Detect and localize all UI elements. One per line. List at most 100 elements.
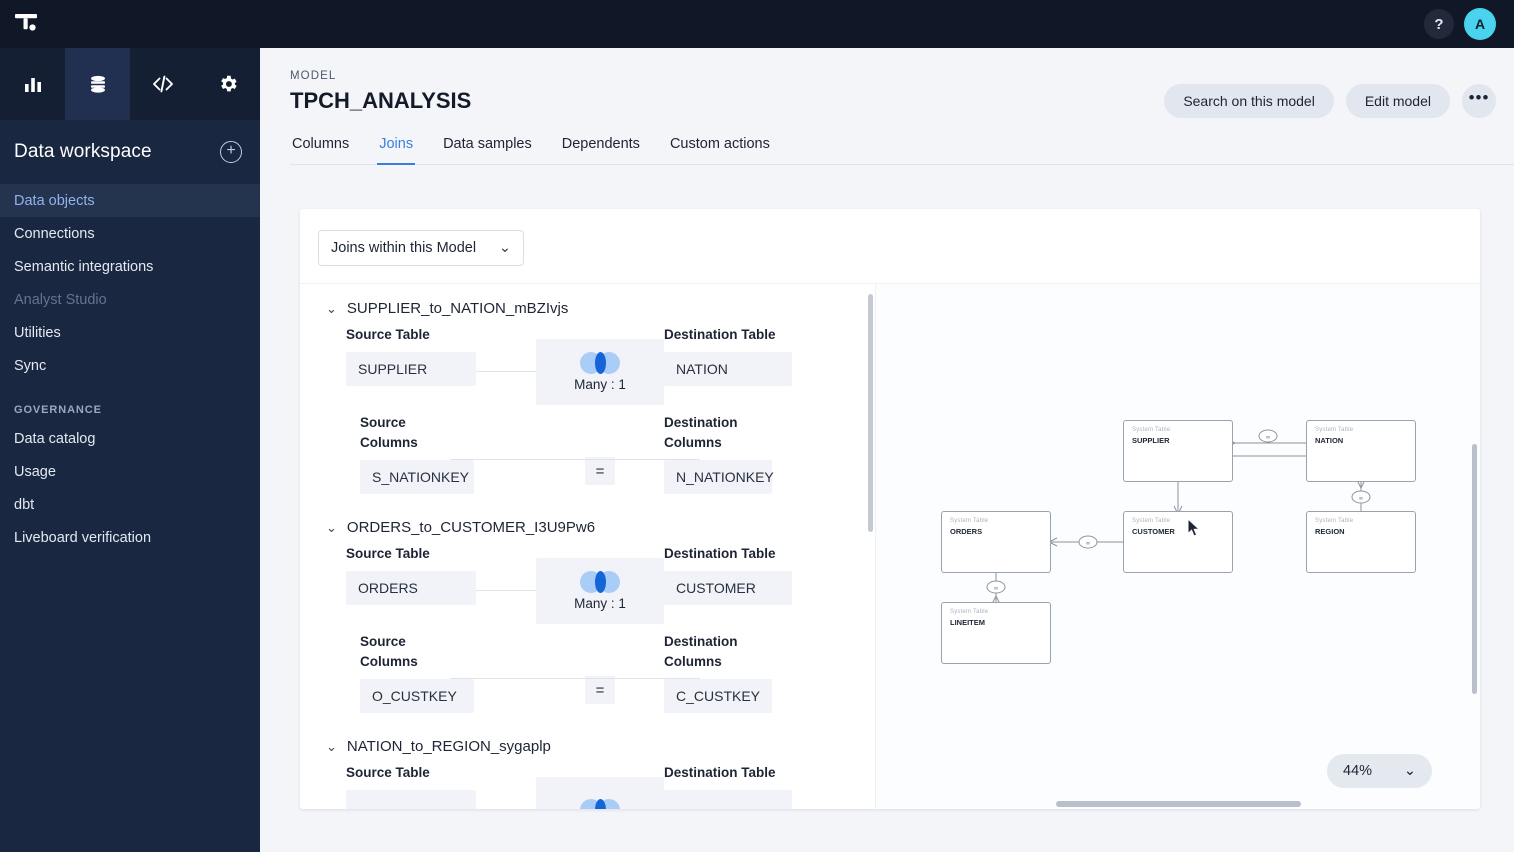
cardinality-col: Many : 1	[536, 327, 664, 405]
svg-text:∞: ∞	[1086, 540, 1091, 547]
destination-column-value: N_NATIONKEY	[664, 460, 774, 495]
sidebar-item-analyst-studio[interactable]: Analyst Studio	[0, 283, 260, 316]
destination-table-col: Destination Table	[664, 765, 844, 809]
joins-scope-select[interactable]: Joins within this Model ⌄	[318, 230, 524, 266]
node-kind-label: System Table	[1132, 518, 1171, 524]
sidebar-item-semantic-integrations[interactable]: Semantic integrations	[0, 250, 260, 283]
sidebar-item-label: Sync	[14, 357, 47, 374]
tab-joins[interactable]: Joins	[377, 136, 416, 165]
sidebar-items: Data objects Connections Semantic integr…	[0, 184, 260, 382]
thoughtspot-logo-icon[interactable]	[0, 10, 52, 38]
operator-col: =	[536, 632, 664, 704]
tab-dependents[interactable]: Dependents	[561, 136, 640, 152]
canvas-horizontal-scrollbar[interactable]	[1056, 801, 1301, 807]
column-connector	[450, 678, 700, 679]
sidebar-item-dbt[interactable]: dbt	[0, 488, 260, 521]
chevron-down-icon: ⌄	[498, 240, 511, 256]
join-detail: Source Table	[312, 765, 875, 809]
chevron-down-icon: ⌄	[326, 519, 337, 535]
help-icon[interactable]: ?	[1424, 9, 1454, 39]
cardinality-col	[536, 765, 664, 809]
join-header[interactable]: ⌄ NATION_to_REGION_sygaplp	[312, 738, 875, 755]
sidebar-item-data-objects[interactable]: Data objects	[0, 184, 260, 217]
diagram-node-customer[interactable]: System Table CUSTOMER	[1123, 511, 1233, 573]
rail-item-answers[interactable]	[0, 48, 65, 120]
node-kind-label: System Table	[950, 609, 989, 615]
source-columns-label: Source Columns	[360, 634, 418, 669]
node-kind-label: System Table	[1315, 518, 1354, 524]
joins-list: ⌄ SUPPLIER_to_NATION_mBZIvjs Source Tabl…	[300, 284, 875, 809]
tab-custom-actions[interactable]: Custom actions	[669, 136, 770, 152]
zoom-level-select[interactable]: 44% ⌄	[1327, 754, 1432, 788]
column-connector	[450, 459, 700, 460]
node-name: NATION	[1315, 436, 1344, 445]
source-table-col: Source Table	[346, 765, 536, 809]
joins-list-scrollbar[interactable]	[868, 294, 873, 532]
diagram-node-supplier[interactable]: System Table SUPPLIER	[1123, 420, 1233, 482]
sidebar-group-items: Data catalog Usage dbt Liveboard verific…	[0, 422, 260, 554]
diagram-node-lineitem[interactable]: System Table LINEITEM	[941, 602, 1051, 664]
source-table-label: Source Table	[346, 327, 430, 342]
sidebar-group-governance: GOVERNANCE	[14, 404, 102, 416]
tab-data-samples[interactable]: Data samples	[443, 136, 532, 152]
source-columns-col: Source Columns O_CUSTKEY	[346, 632, 536, 714]
source-table-label: Source Table	[346, 546, 430, 561]
search-on-model-button[interactable]: Search on this model	[1164, 84, 1334, 118]
sidebar-item-usage[interactable]: Usage	[0, 455, 260, 488]
join-header[interactable]: ⌄ ORDERS_to_CUSTOMER_I3U9Pw6	[312, 519, 875, 536]
join-block: ⌄ SUPPLIER_to_NATION_mBZIvjs Source Tabl…	[312, 284, 875, 503]
operator-col: =	[536, 413, 664, 485]
more-options-icon[interactable]: •••	[1462, 84, 1496, 118]
sidebar-item-utilities[interactable]: Utilities	[0, 316, 260, 349]
sidebar-item-data-catalog[interactable]: Data catalog	[0, 422, 260, 455]
diagram-node-orders[interactable]: System Table ORDERS	[941, 511, 1051, 573]
rail-item-admin[interactable]	[195, 48, 260, 120]
join-block: ⌄ NATION_to_REGION_sygaplp Source Table	[312, 722, 875, 809]
diagram-node-nation[interactable]: System Table NATION	[1306, 420, 1416, 482]
sidebar-item-label: Data catalog	[14, 430, 96, 447]
sidebar-item-label: Utilities	[14, 324, 61, 341]
diagram-node-region[interactable]: System Table REGION	[1306, 511, 1416, 573]
node-name: CUSTOMER	[1132, 527, 1175, 536]
node-kind-label: System Table	[1132, 427, 1171, 433]
source-table-value: SUPPLIER	[346, 352, 476, 387]
destination-columns-label: Destination Columns	[664, 634, 738, 669]
canvas-vertical-scrollbar[interactable]	[1472, 444, 1477, 694]
source-table-col: Source Table ORDERS	[346, 546, 536, 606]
database-icon	[88, 73, 108, 95]
join-detail: Source Table SUPPLIER Many : 1	[312, 327, 875, 499]
main-area: MODEL TPCH_ANALYSIS Search on this model…	[260, 48, 1514, 852]
workspace-header: Data workspace +	[0, 120, 260, 184]
avatar[interactable]: A	[1464, 8, 1496, 40]
node-kind-label: System Table	[950, 518, 989, 524]
card-body: ⌄ SUPPLIER_to_NATION_mBZIvjs Source Tabl…	[300, 283, 1480, 809]
breadcrumb-eyebrow: MODEL	[290, 70, 337, 82]
tab-bar: Columns Joins Data samples Dependents Cu…	[290, 136, 1514, 165]
schema-diagram-canvas[interactable]: ∞ ∞ ∞	[875, 284, 1480, 809]
node-name: SUPPLIER	[1132, 436, 1170, 445]
join-operator: =	[585, 457, 615, 485]
sidebar-item-liveboard-verification[interactable]: Liveboard verification	[0, 521, 260, 554]
join-name: ORDERS_to_CUSTOMER_I3U9Pw6	[346, 519, 596, 536]
destination-columns-col: Destination Columns C_CUSTKEY	[664, 632, 844, 714]
destination-columns-col: Destination Columns N_NATIONKEY	[664, 413, 844, 495]
zoom-level-value: 44%	[1343, 763, 1373, 779]
sidebar-item-connections[interactable]: Connections	[0, 217, 260, 250]
sidebar-item-label: Connections	[14, 225, 95, 242]
top-bar: ? A	[0, 0, 1514, 48]
source-table-col: Source Table SUPPLIER	[346, 327, 536, 387]
sidebar-item-sync[interactable]: Sync	[0, 349, 260, 382]
join-header[interactable]: ⌄ SUPPLIER_to_NATION_mBZIvjs	[312, 300, 875, 317]
rail-item-data[interactable]	[65, 48, 130, 120]
tab-columns[interactable]: Columns	[292, 136, 350, 152]
edit-model-button[interactable]: Edit model	[1345, 84, 1450, 118]
source-table-label: Source Table	[346, 765, 430, 780]
venn-diagram-icon	[580, 352, 620, 374]
left-nav: Data workspace + Data objects Connection…	[0, 48, 260, 852]
rail-item-develop[interactable]	[130, 48, 195, 120]
cardinality-value: Many : 1	[574, 377, 626, 392]
add-icon[interactable]: +	[220, 141, 242, 163]
source-table-value: ORDERS	[346, 571, 476, 606]
chevron-down-icon: ⌄	[1403, 763, 1416, 779]
